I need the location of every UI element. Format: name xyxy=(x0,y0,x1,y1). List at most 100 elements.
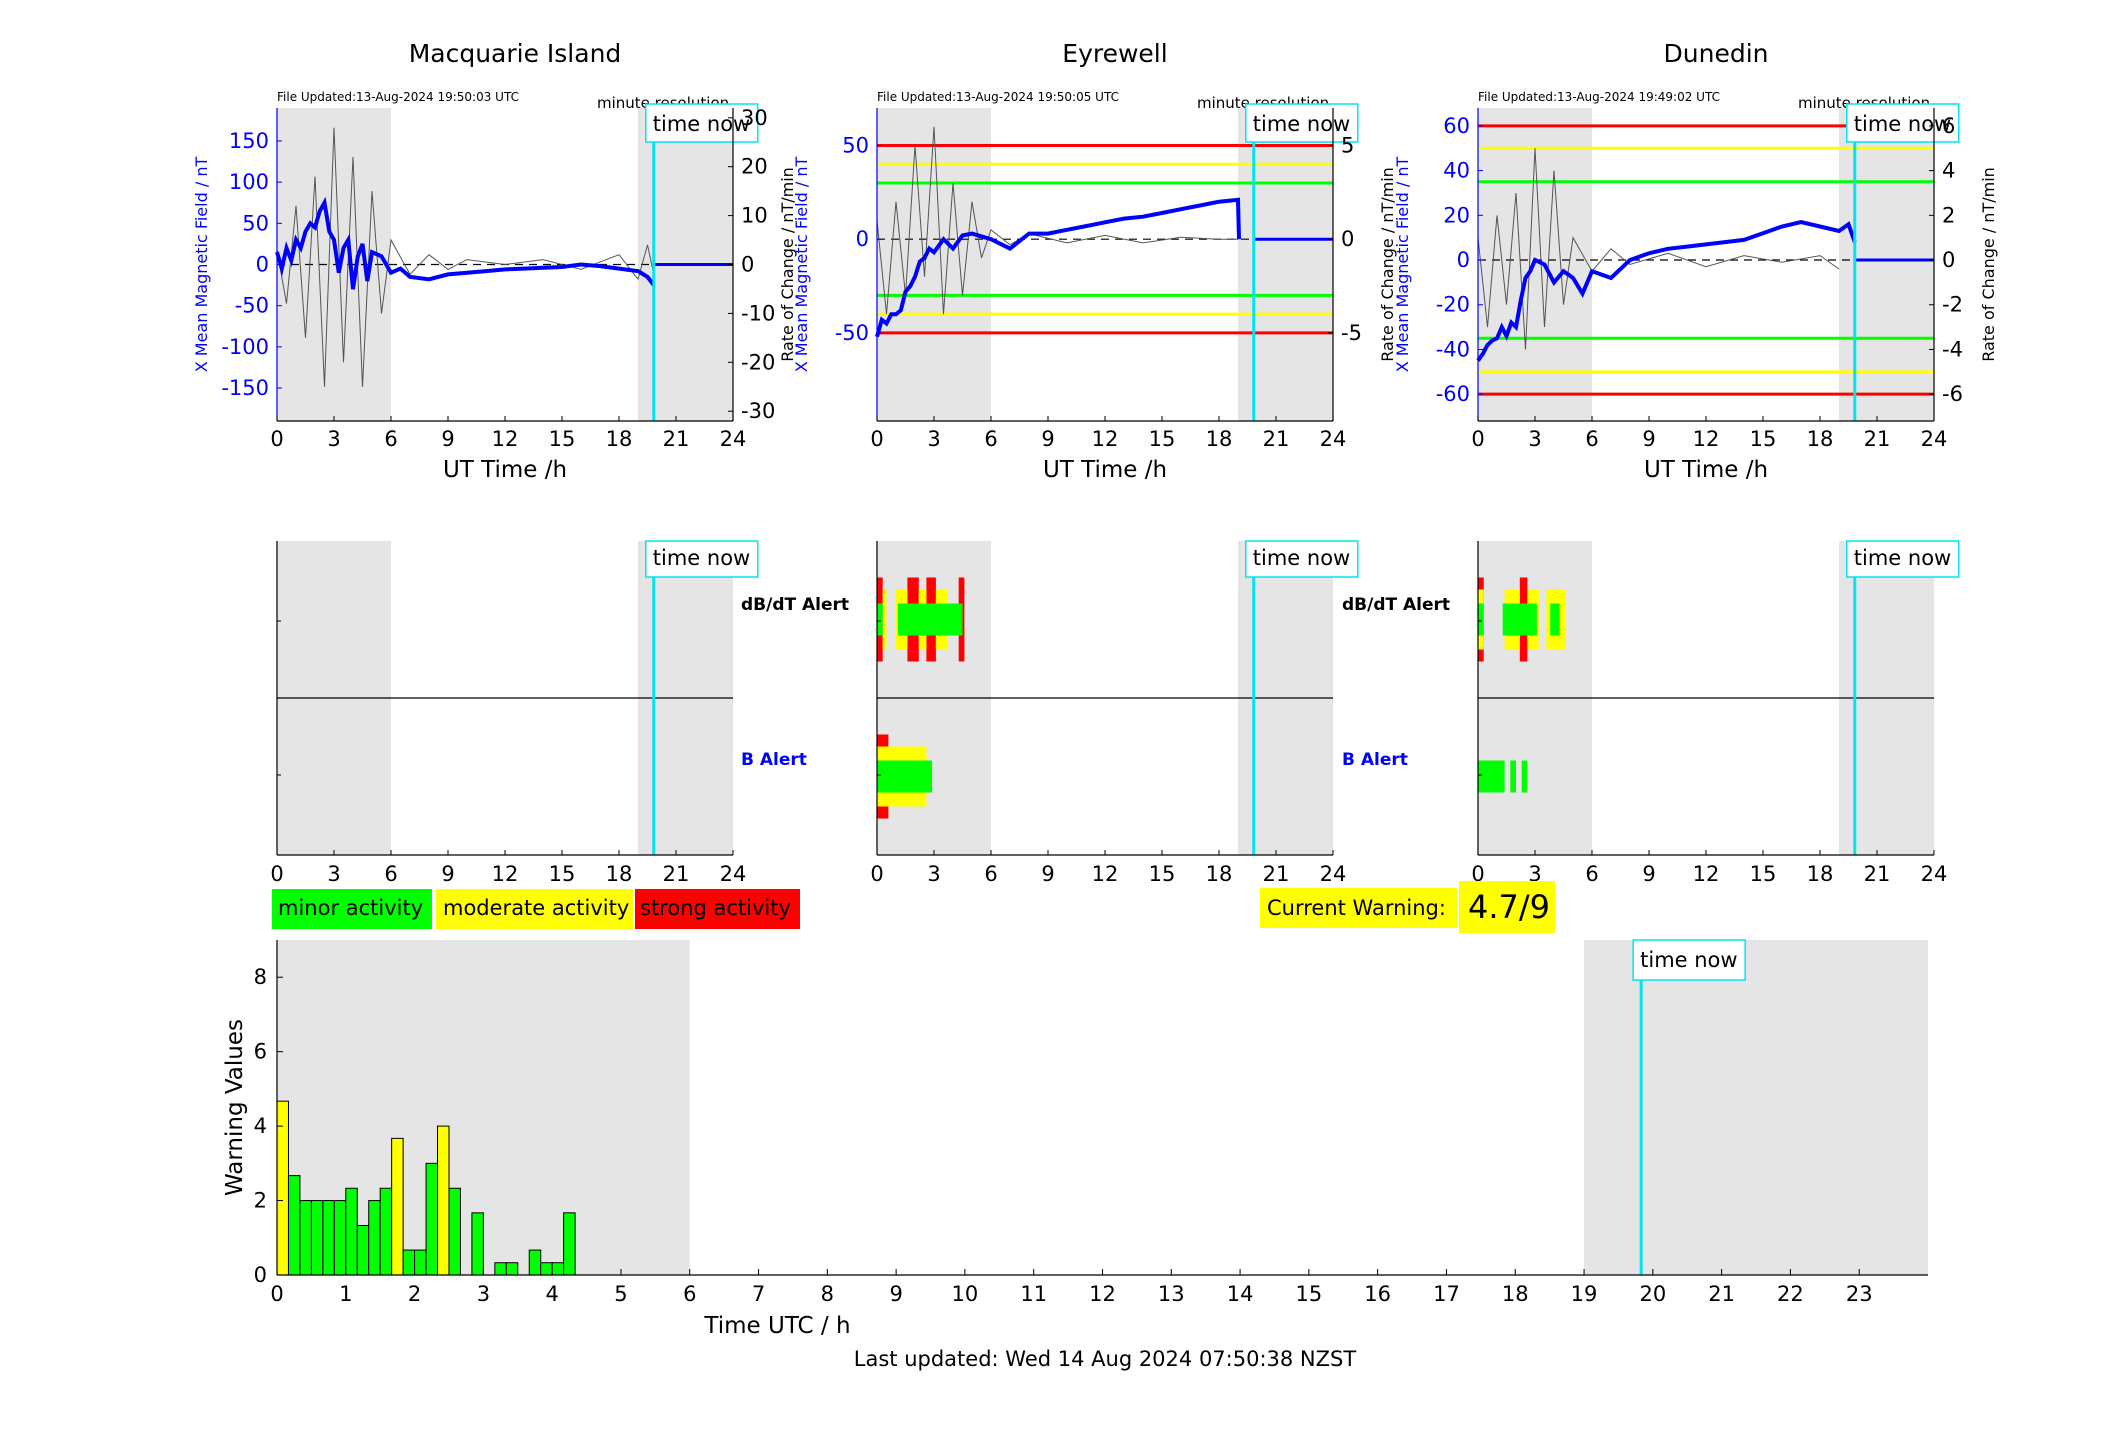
warning-x-tick-label: 6 xyxy=(683,1282,696,1306)
warning-bar xyxy=(379,1187,393,1276)
mean-field-line xyxy=(875,197,1241,338)
dbdt-alert-block xyxy=(1478,603,1484,636)
warning-bar xyxy=(345,1187,358,1276)
alert-x-tick-label: 6 xyxy=(984,862,997,886)
x-tick-label: 15 xyxy=(549,427,576,451)
time-now-box xyxy=(1245,103,1359,143)
mean-field-line xyxy=(1476,219,1857,362)
warning-x-tick-label: 19 xyxy=(1571,1282,1598,1306)
alert-x-tick-label: 3 xyxy=(327,862,340,886)
x-tick-label: 12 xyxy=(1092,427,1119,451)
panel-eyrewell: Eyrewell File Updated:13-Aug-2024 19:50:0… xyxy=(792,39,1397,886)
warning-bar xyxy=(494,1262,507,1276)
warning-y-label: Warning Values xyxy=(222,1019,248,1196)
y-left-tick-label: -50 xyxy=(235,294,269,318)
warning-y-tick-label: 0 xyxy=(254,1263,267,1287)
y-right-tick-label: -6 xyxy=(1942,382,1963,406)
warning-bar xyxy=(448,1187,461,1276)
warning-time-now-box xyxy=(1632,939,1746,981)
warning-bar xyxy=(299,1200,312,1276)
dbdt-alert-block xyxy=(877,603,883,636)
x-tick-label: 9 xyxy=(1642,427,1655,451)
alert-x-tick-label: 0 xyxy=(270,862,283,886)
x-tick-label: 15 xyxy=(1750,427,1777,451)
activity-legend: minor activity moderate activity strong … xyxy=(272,889,800,929)
warning-y-tick-label: 2 xyxy=(254,1189,267,1213)
x-tick-label: 18 xyxy=(606,427,633,451)
y-right-label: Rate of Change / nT/min xyxy=(1979,167,1998,362)
warning-bar xyxy=(356,1224,370,1276)
y-left-label: X Mean Magnetic Field / nT xyxy=(792,157,811,373)
y-left-tick-label: 0 xyxy=(256,253,269,277)
x-tick-label: 21 xyxy=(1263,427,1290,451)
alert-time-now-box xyxy=(645,540,759,578)
warning-bar xyxy=(414,1249,427,1276)
x-axis-label: UT Time /h xyxy=(1644,457,1768,483)
x-tick-label: 24 xyxy=(1921,427,1948,451)
y-right-tick-label: 2 xyxy=(1942,203,1955,227)
y-right-tick-label: 30 xyxy=(741,106,768,130)
station-title: Macquarie Island xyxy=(409,39,622,68)
station-title: Dunedin xyxy=(1664,39,1769,68)
alert-x-tick-label: 6 xyxy=(384,862,397,886)
alert-x-tick-label: 18 xyxy=(1206,862,1233,886)
alert-x-tick-label: 3 xyxy=(1528,862,1541,886)
alert-x-tick-label: 9 xyxy=(1642,862,1655,886)
warning-x-tick-label: 20 xyxy=(1639,1282,1666,1306)
warning-bar xyxy=(563,1212,576,1276)
file-updated: File Updated:13-Aug-2024 19:49:02 UTC xyxy=(1478,90,1720,104)
b-alert-block xyxy=(1510,760,1516,793)
x-tick-label: 3 xyxy=(927,427,940,451)
b-alert-label: B Alert xyxy=(741,750,807,770)
warning-bar xyxy=(551,1262,565,1276)
alert-time-now-label: time now xyxy=(1854,546,1951,570)
alert-time-now-box xyxy=(1846,540,1960,578)
night-shading xyxy=(1238,108,1333,421)
warning-x-tick-label: 1 xyxy=(339,1282,352,1306)
current-warning-value-bg xyxy=(1459,881,1555,933)
b-alert-block xyxy=(1478,760,1505,793)
x-tick-label: 0 xyxy=(870,427,883,451)
y-right-tick-label: -10 xyxy=(741,301,775,325)
x-tick-label: 9 xyxy=(441,427,454,451)
y-right-label: Rate of Change / nT/min xyxy=(778,167,797,362)
warning-x-tick-label: 10 xyxy=(952,1282,979,1306)
alert-x-tick-label: 12 xyxy=(1693,862,1720,886)
time-now-label: time now xyxy=(653,112,750,136)
x-tick-label: 24 xyxy=(1320,427,1347,451)
alert-x-tick-label: 24 xyxy=(1921,862,1948,886)
current-warning-value: 4.7/9 xyxy=(1468,888,1550,926)
y-right-tick-label: 5 xyxy=(1341,133,1354,157)
y-right-tick-label: 0 xyxy=(1341,227,1354,251)
alert-x-tick-label: 0 xyxy=(870,862,883,886)
warning-bar xyxy=(540,1262,553,1276)
alert-time-now-label: time now xyxy=(1253,546,1350,570)
rate-of-change-line xyxy=(1477,148,1840,350)
y-left-tick-label: -40 xyxy=(1436,337,1470,361)
y-left-label: X Mean Magnetic Field / nT xyxy=(192,157,211,373)
y-left-tick-label: -50 xyxy=(835,321,869,345)
warning-x-tick-label: 8 xyxy=(821,1282,834,1306)
y-right-tick-label: 4 xyxy=(1942,159,1955,183)
alert-x-tick-label: 0 xyxy=(1471,862,1484,886)
dbdt-alert-label: dB/dT Alert xyxy=(1342,595,1450,615)
warning-x-tick-label: 9 xyxy=(889,1282,902,1306)
y-right-label: Rate of Change / nT/min xyxy=(1378,167,1397,362)
x-tick-label: 6 xyxy=(984,427,997,451)
warning-bar xyxy=(322,1200,335,1276)
y-left-tick-label: 50 xyxy=(842,133,869,157)
y-left-tick-label: 150 xyxy=(229,129,269,153)
warning-x-tick-label: 15 xyxy=(1296,1282,1323,1306)
legend-swatch-minor xyxy=(272,889,432,929)
y-right-tick-label: 6 xyxy=(1942,114,1955,138)
x-tick-label: 18 xyxy=(1807,427,1834,451)
warning-bar xyxy=(505,1262,519,1276)
alert-x-tick-label: 24 xyxy=(1320,862,1347,886)
warning-bar xyxy=(368,1200,381,1276)
alert-x-tick-label: 21 xyxy=(663,862,690,886)
y-left-tick-label: -150 xyxy=(221,376,269,400)
warning-x-tick-label: 7 xyxy=(752,1282,765,1306)
alert-x-tick-label: 15 xyxy=(549,862,576,886)
y-left-tick-label: 100 xyxy=(229,170,269,194)
y-left-label: X Mean Magnetic Field / nT xyxy=(1393,157,1412,373)
